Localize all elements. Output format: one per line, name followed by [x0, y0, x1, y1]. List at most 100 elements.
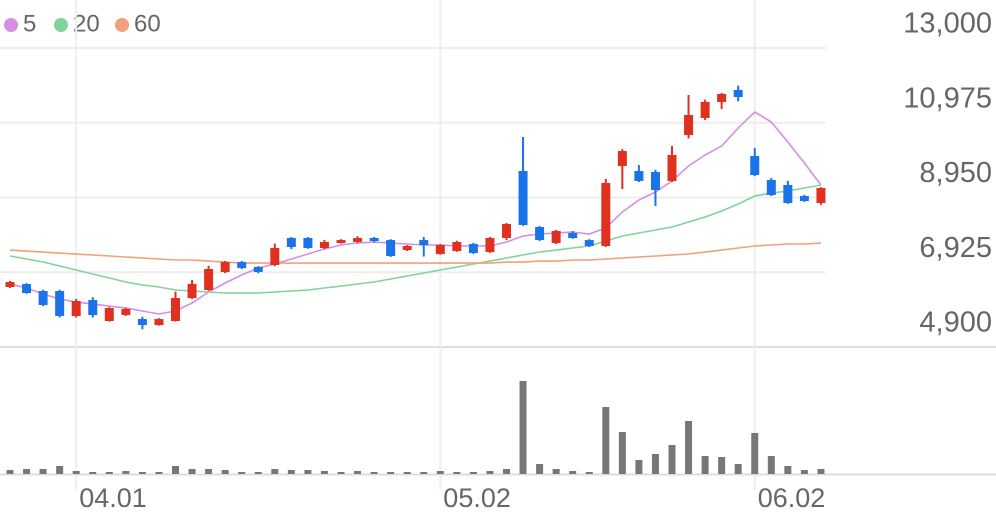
volume-bar: [387, 472, 395, 474]
volume-bar: [734, 464, 742, 474]
volume-bar: [205, 469, 213, 474]
volume-bar: [503, 469, 510, 474]
legend-swatch: [115, 18, 129, 32]
candle-body: [55, 291, 65, 316]
volume-bar: [420, 472, 428, 474]
volume-bar: [436, 471, 444, 474]
candle-body: [402, 246, 412, 251]
volume-bar: [635, 460, 643, 474]
candle-body: [750, 156, 760, 175]
y-tick-label: 13,000: [903, 8, 992, 40]
candle-body: [336, 240, 346, 244]
volume-bar: [370, 472, 378, 474]
volume-bar: [155, 472, 163, 474]
candle-body: [71, 301, 81, 316]
volume-bar: [6, 470, 14, 474]
candle-body: [204, 269, 214, 291]
candle-body: [38, 291, 48, 305]
volume-bar: [552, 469, 560, 474]
candle-body: [700, 102, 710, 118]
volume-bar: [685, 421, 693, 474]
legend: 5 20 60: [4, 10, 161, 37]
candle-body: [154, 319, 164, 325]
volume-bar: [784, 466, 792, 474]
volume-bar: [23, 469, 31, 474]
candle-body: [518, 170, 528, 226]
volume-bar: [238, 472, 246, 474]
candle-body: [568, 233, 578, 238]
candle-body: [137, 319, 147, 325]
candle-body: [435, 245, 445, 255]
y-tick-label: 4,900: [919, 307, 992, 339]
candle-body: [717, 93, 727, 103]
x-tick-label: 04.01: [79, 483, 147, 513]
candle-body: [353, 237, 363, 243]
y-tick-label: 10,975: [903, 82, 992, 114]
volume-bar: [72, 471, 80, 474]
volume-bar: [469, 472, 477, 474]
candle-body: [584, 240, 594, 247]
y-tick-label: 8,950: [919, 157, 992, 189]
volume-bar: [618, 432, 626, 474]
candle-body: [303, 237, 313, 248]
volume-bar: [287, 470, 295, 474]
candle-body: [369, 237, 379, 242]
candle-body: [220, 262, 230, 273]
volume-bar: [751, 433, 759, 474]
volume-bar: [817, 469, 825, 474]
candle-body: [270, 247, 280, 266]
candle-body: [386, 240, 396, 257]
volume-bar: [138, 472, 146, 474]
volume-bar: [519, 381, 527, 474]
candle-body: [88, 300, 98, 315]
volume-bar: [800, 470, 808, 474]
volume-bar: [320, 471, 328, 474]
volume-bar: [569, 471, 577, 474]
volume-bar: [105, 472, 113, 474]
candle-body: [535, 227, 545, 241]
volume-bar: [271, 469, 279, 474]
candle-body: [650, 171, 660, 191]
volume-bar: [701, 456, 709, 474]
volume-bar: [651, 454, 659, 474]
candle-body: [684, 114, 694, 136]
candle-body: [5, 282, 15, 288]
volume-bar: [602, 407, 610, 474]
ma-line: [9, 242, 821, 264]
candle-body: [733, 90, 743, 98]
candle-body: [319, 242, 329, 248]
legend-label: 60: [134, 10, 161, 37]
candle-body: [799, 196, 809, 202]
candle-body: [121, 309, 131, 315]
candle-body: [22, 284, 32, 293]
volume-bar: [122, 471, 130, 474]
candle-body: [253, 267, 263, 273]
volume-bar: [304, 470, 312, 474]
candle-body: [104, 308, 114, 322]
candle-body: [766, 180, 776, 195]
volume-bar: [337, 472, 345, 474]
volume-bar: [89, 472, 97, 474]
volume-bar: [767, 456, 775, 474]
candle-body: [237, 262, 247, 269]
volume-bar: [188, 469, 196, 474]
volume-bar: [254, 472, 262, 474]
volume-bar: [486, 471, 494, 474]
candle-body: [468, 244, 478, 254]
candle-body: [783, 185, 793, 204]
candle-body: [485, 237, 495, 253]
candle-body: [187, 284, 197, 299]
candle-body: [601, 182, 611, 247]
candle-body: [502, 224, 511, 238]
candle-body: [667, 155, 677, 181]
legend-swatch: [4, 18, 18, 32]
volume-bar: [172, 466, 179, 474]
candle-body: [816, 188, 826, 204]
volume-bar: [221, 470, 229, 474]
volume-bar: [453, 472, 461, 474]
volume-bar: [39, 469, 47, 474]
volume-bar: [403, 472, 411, 474]
x-tick-label: 06.02: [758, 483, 826, 513]
candle-body: [617, 151, 627, 167]
